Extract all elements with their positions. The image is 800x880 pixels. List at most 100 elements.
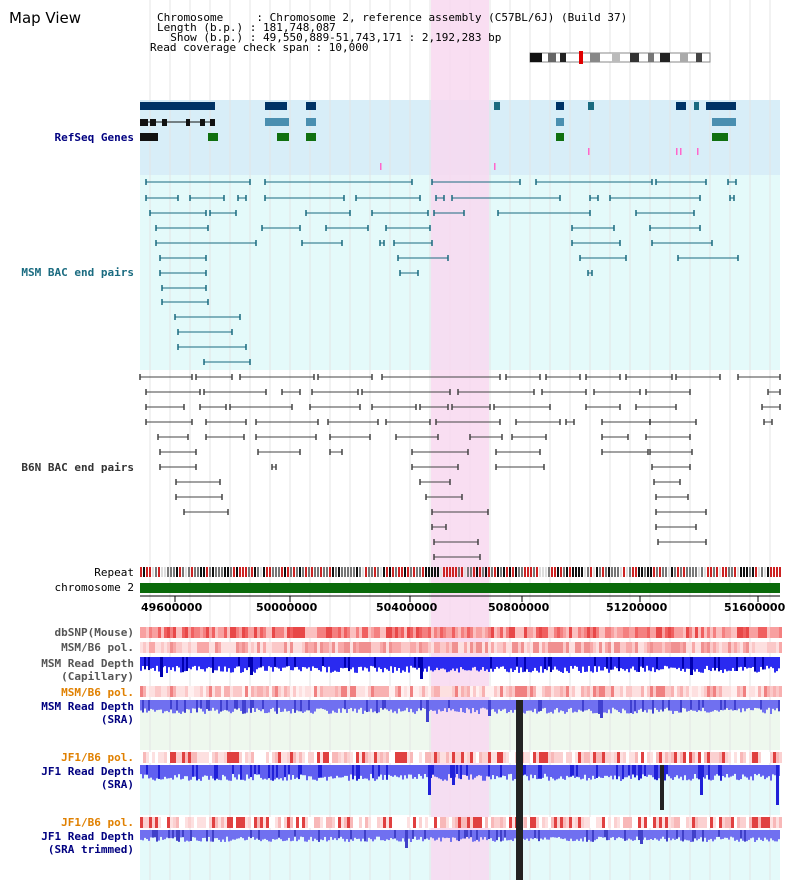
track-label-msm-bac[interactable]: MSM BAC end pairs [21, 266, 134, 279]
track-label-b6n-bac[interactable]: B6N BAC end pairs [21, 461, 134, 474]
depth-bar [272, 765, 274, 781]
depth-bar [640, 765, 642, 779]
heatmap-cell [734, 752, 737, 763]
heatmap-cell [599, 627, 602, 638]
depth-bar [578, 830, 580, 841]
repeat-mark [683, 567, 685, 577]
track-label-msm-read-depth-sra[interactable]: MSM Read Depth (SRA) [41, 700, 134, 726]
track-label-msm-b6-pol-1[interactable]: MSM/B6 pol. [61, 641, 134, 654]
depth-bar [714, 700, 716, 710]
repeat-mark [734, 567, 736, 577]
repeat-mark [662, 567, 664, 577]
heatmap-cell [230, 642, 233, 653]
coverage-span-info: Read coverage check span : 10,000 [150, 41, 369, 54]
depth-bar [376, 700, 378, 714]
depth-bar [732, 765, 734, 776]
depth-bar [618, 657, 620, 672]
repeat-mark [389, 567, 391, 577]
heatmap-cell [590, 686, 593, 697]
depth-bar [226, 657, 228, 672]
depth-bar [684, 657, 686, 672]
heatmap-cell [251, 752, 254, 763]
track-label-msm-read-depth-cap[interactable]: MSM Read Depth (Capillary) [41, 657, 134, 683]
heatmap-cell [488, 752, 491, 763]
depth-bar [334, 830, 336, 839]
heatmap-cell [695, 817, 698, 828]
depth-bar [648, 700, 650, 710]
heatmap-cell [770, 642, 773, 653]
repeat-mark [347, 567, 349, 577]
depth-bar [676, 765, 678, 776]
track-label-refseq[interactable]: RefSeq Genes [54, 131, 134, 144]
track-label-jf1-b6-pol-2[interactable]: JF1/B6 pol. [61, 816, 134, 829]
heatmap-cell [314, 686, 317, 697]
heatmap-cell [641, 752, 644, 763]
depth-bar [636, 700, 638, 714]
depth-bar [516, 657, 518, 667]
depth-bar [652, 830, 654, 841]
depth-bar [538, 700, 540, 712]
depth-bar [324, 830, 326, 837]
depth-bar [752, 657, 754, 667]
track-label-jf1-read-depth-sra[interactable]: JF1 Read Depth (SRA) [41, 765, 134, 791]
heatmap-cell [161, 752, 164, 763]
depth-bar [332, 830, 334, 840]
heatmap-cell [275, 752, 278, 763]
depth-bar [312, 830, 314, 842]
repeat-mark [569, 567, 571, 577]
depth-bar [718, 700, 720, 712]
depth-bar [542, 765, 544, 778]
depth-bar [330, 830, 332, 837]
depth-bar [482, 700, 484, 708]
repeat-mark [320, 567, 322, 577]
depth-bar [298, 657, 300, 670]
depth-bar [660, 657, 662, 670]
depth-bar [644, 657, 646, 672]
heatmap-cell [638, 642, 641, 653]
heatmap-cell [611, 752, 614, 763]
depth-bar [280, 657, 282, 671]
depth-bar [204, 657, 206, 672]
depth-bar [510, 700, 512, 711]
depth-bar [688, 830, 690, 841]
heatmap-cell [569, 642, 572, 653]
depth-bar [606, 830, 608, 841]
track-label-dbsnp[interactable]: dbSNP(Mouse) [54, 626, 134, 639]
heatmap-cell [173, 627, 176, 638]
heatmap-cell [476, 817, 479, 828]
repeat-mark [566, 567, 568, 577]
heatmap-cell [344, 627, 347, 638]
depth-bar [334, 700, 336, 713]
repeat-mark [254, 567, 256, 577]
heatmap-cell [740, 817, 743, 828]
depth-bar [164, 830, 166, 840]
track-label-jf1-read-depth-trim[interactable]: JF1 Read Depth (SRA trimmed) [41, 830, 134, 856]
heatmap-cell [341, 752, 344, 763]
depth-bar [416, 700, 418, 712]
depth-bar [416, 657, 418, 670]
depth-bar [594, 700, 596, 714]
repeat-mark [593, 567, 595, 577]
depth-bar [164, 765, 166, 777]
depth-bar [312, 700, 314, 714]
repeat-mark [272, 567, 274, 577]
repeat-mark [476, 567, 478, 577]
heatmap-cell [770, 752, 773, 763]
depth-bar [358, 765, 360, 779]
repeat-mark [323, 567, 325, 577]
heatmap-cell [506, 817, 509, 828]
track-label-msm-b6-pol-2[interactable]: MSM/B6 pol. [61, 686, 134, 699]
gene-feature [306, 118, 316, 126]
depth-bar [186, 765, 188, 777]
depth-bar [494, 657, 496, 670]
depth-bar [616, 700, 618, 711]
depth-bar [670, 700, 672, 711]
depth-bar [316, 830, 318, 841]
heatmap-cell [590, 627, 593, 638]
heatmap-cell [308, 686, 311, 697]
heatmap-cell [239, 642, 242, 653]
heatmap-cell [338, 686, 341, 697]
track-label-jf1-b6-pol-1[interactable]: JF1/B6 pol. [61, 751, 134, 764]
depth-bar [314, 700, 316, 712]
